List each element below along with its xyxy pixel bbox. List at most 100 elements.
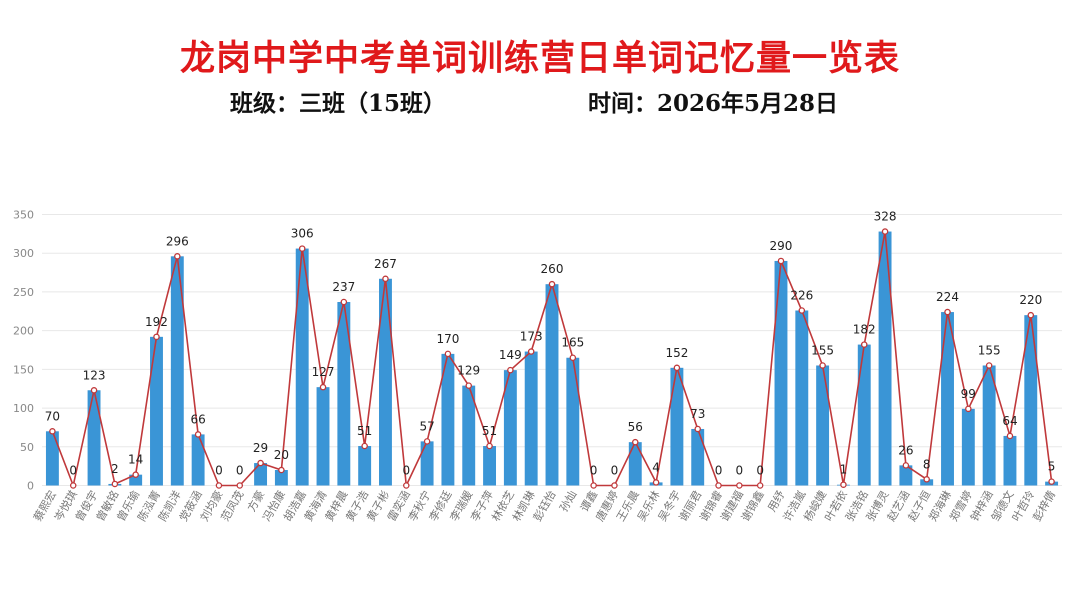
y-tick-label: 300	[13, 247, 34, 260]
bar	[941, 312, 954, 486]
bar	[45, 431, 59, 486]
data-point	[694, 425, 701, 433]
data-label: 226	[790, 289, 813, 303]
bar	[878, 231, 892, 486]
data-point	[881, 228, 889, 235]
data-label: 51	[357, 424, 372, 438]
data-label: 4	[652, 460, 660, 474]
data-label: 224	[936, 290, 959, 304]
data-point	[736, 482, 743, 489]
data-label: 0	[215, 464, 223, 478]
data-label: 5	[1048, 460, 1056, 474]
y-tick-label: 250	[13, 286, 34, 299]
data-label: 123	[83, 368, 106, 382]
data-point	[1048, 478, 1055, 485]
data-point	[236, 482, 244, 489]
data-point	[90, 387, 98, 394]
data-point	[132, 471, 139, 478]
data-label: 64	[1002, 414, 1017, 428]
bar	[1003, 435, 1017, 486]
bar	[961, 408, 975, 486]
bar	[691, 428, 705, 486]
data-point	[111, 480, 119, 488]
data-point	[486, 442, 493, 450]
data-label: 0	[715, 464, 723, 478]
data-point	[465, 382, 472, 389]
data-label: 2	[111, 462, 119, 476]
y-tick-label: 0	[27, 480, 34, 493]
bar	[795, 310, 809, 486]
bar	[670, 367, 684, 486]
bar	[150, 336, 163, 486]
bar	[982, 365, 996, 486]
data-label: 170	[436, 332, 459, 346]
data-point	[278, 466, 285, 474]
data-point	[423, 438, 431, 445]
data-label: 155	[978, 343, 1001, 357]
bar	[358, 446, 372, 486]
data-point	[153, 333, 160, 341]
data-point	[49, 428, 56, 435]
data-point	[632, 438, 639, 446]
data-label: 56	[628, 420, 643, 434]
data-point	[944, 308, 951, 316]
bar	[566, 357, 580, 486]
data-point	[923, 476, 930, 483]
data-label: 0	[590, 464, 598, 478]
data-label: 0	[69, 464, 77, 478]
data-label: 0	[402, 464, 410, 478]
bar	[441, 353, 455, 486]
data-point	[673, 364, 681, 372]
bar	[899, 465, 913, 486]
data-point	[215, 482, 223, 489]
bar	[274, 470, 288, 486]
bar	[379, 278, 392, 486]
bar	[524, 351, 538, 486]
data-label: 129	[457, 364, 480, 378]
data-point	[569, 354, 577, 361]
data-label: 220	[1019, 293, 1042, 307]
data-point	[69, 482, 77, 489]
y-tick-label: 100	[13, 402, 34, 415]
data-point	[403, 482, 410, 489]
data-label: 14	[128, 453, 143, 467]
data-point	[860, 341, 868, 348]
bar	[87, 390, 101, 486]
x-tick-label: 孙灿	[557, 489, 579, 515]
bar	[254, 463, 268, 486]
data-label: 0	[736, 464, 744, 478]
data-label: 20	[274, 448, 289, 462]
bar	[191, 434, 205, 486]
data-label: 51	[482, 424, 497, 438]
data-point	[819, 362, 826, 369]
y-tick-label: 350	[13, 209, 34, 222]
data-point	[715, 482, 722, 489]
data-point	[527, 348, 535, 355]
data-point	[507, 366, 514, 374]
data-point	[985, 362, 993, 369]
data-point	[590, 482, 597, 489]
data-point	[902, 462, 910, 469]
data-label: 306	[291, 227, 314, 241]
data-point	[1006, 432, 1014, 440]
data-label: 0	[611, 464, 619, 478]
y-tick-label: 150	[13, 363, 34, 376]
data-label: 267	[374, 257, 397, 271]
bar	[483, 446, 497, 486]
bar	[1024, 315, 1038, 486]
data-label: 155	[811, 343, 834, 357]
data-point	[652, 479, 660, 486]
y-tick-label: 50	[20, 441, 34, 454]
data-label: 260	[541, 262, 564, 276]
data-point	[361, 442, 368, 450]
bar	[462, 385, 476, 486]
data-label: 29	[253, 441, 268, 455]
y-tick-label: 200	[13, 325, 34, 338]
data-point	[798, 307, 806, 314]
bar	[857, 344, 871, 486]
data-point	[840, 481, 847, 488]
data-point	[340, 298, 348, 306]
data-label: 8	[923, 457, 931, 471]
data-label: 66	[190, 412, 205, 426]
